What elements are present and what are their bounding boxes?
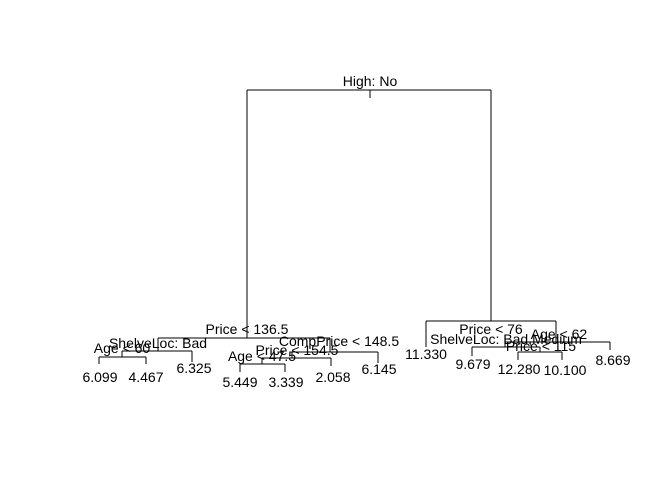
- split-label-price-76: Price < 76: [459, 321, 523, 337]
- leaf-value: 3.339: [268, 374, 303, 390]
- split-label-shelveloc-bad: ShelveLoc: Bad: [109, 335, 207, 351]
- root-label: High: No: [343, 73, 398, 89]
- split-label-age-47: Age < 47.5: [228, 348, 296, 364]
- leaf-value: 2.058: [315, 369, 350, 385]
- leaf-value: 6.145: [361, 361, 396, 377]
- leaf-value: 11.330: [405, 346, 447, 362]
- left-subtree: [98, 337, 379, 372]
- split-label-age-60: Age < 60: [94, 340, 151, 356]
- leaf-value: 5.449: [222, 374, 257, 390]
- leaf-value: 9.679: [455, 356, 490, 372]
- leaf-value: 8.669: [595, 352, 630, 368]
- leaf-value: 10.100: [544, 362, 587, 378]
- split-label-shelveloc-badmedium: ShelveLoc: Bad,Medium: [430, 331, 582, 347]
- leaf-value: 6.325: [176, 360, 211, 376]
- leaf-value: 12.280: [498, 361, 541, 377]
- leaf-value: 4.467: [128, 369, 163, 385]
- split-label-compprice-148: CompPrice < 148.5: [279, 333, 399, 349]
- split-label-price-115: Price < 115: [506, 338, 576, 354]
- split-label-price-136: Price < 136.5: [206, 321, 289, 337]
- root-node: [246, 89, 492, 338]
- right-subtree: [425, 320, 611, 360]
- leaf-value: 6.099: [82, 369, 117, 385]
- split-label-age-62: Age < 62: [531, 326, 588, 342]
- split-label-price-154: Price < 154.5: [256, 342, 339, 358]
